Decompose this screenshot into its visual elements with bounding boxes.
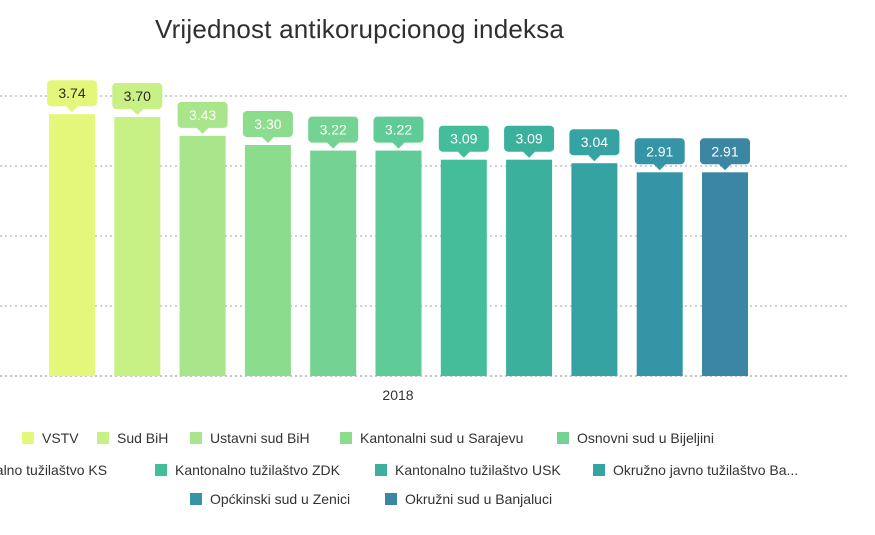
data-label-bubble bbox=[242, 111, 293, 143]
data-label-bubble bbox=[569, 129, 620, 162]
data-label-bubble bbox=[177, 101, 228, 134]
bar bbox=[114, 117, 161, 376]
bar bbox=[49, 114, 95, 376]
data-label-bubble bbox=[308, 116, 359, 149]
data-label: 3.04 bbox=[581, 134, 608, 150]
bar bbox=[506, 159, 553, 376]
bar bbox=[571, 163, 618, 376]
chart-title: Vrijednost antikorupcionog indeksa bbox=[155, 14, 565, 44]
data-label-bubble bbox=[634, 138, 685, 171]
x-axis-label: 2018 bbox=[382, 387, 413, 403]
data-label: 3.74 bbox=[58, 85, 85, 101]
data-label: 3.09 bbox=[515, 131, 542, 147]
bar bbox=[244, 145, 291, 376]
data-label-bubble bbox=[47, 80, 97, 113]
data-label: 2.91 bbox=[711, 143, 738, 159]
data-label-bubble bbox=[438, 125, 489, 158]
data-label: 3.09 bbox=[450, 131, 477, 147]
bar bbox=[440, 159, 487, 376]
bar bbox=[636, 172, 683, 376]
data-label-bubble bbox=[700, 138, 750, 171]
data-label: 3.22 bbox=[320, 122, 347, 138]
data-label-bubble bbox=[112, 83, 163, 115]
data-label-bubble bbox=[373, 116, 424, 149]
data-label: 3.22 bbox=[385, 122, 412, 138]
bar bbox=[179, 135, 226, 376]
data-label-bubble bbox=[504, 125, 555, 158]
bar bbox=[310, 150, 357, 376]
bar bbox=[375, 150, 422, 376]
bar bbox=[702, 172, 748, 376]
data-label: 3.43 bbox=[189, 107, 216, 123]
data-label: 3.30 bbox=[254, 116, 281, 132]
data-label: 2.91 bbox=[646, 143, 673, 159]
data-label: 3.70 bbox=[124, 88, 151, 104]
